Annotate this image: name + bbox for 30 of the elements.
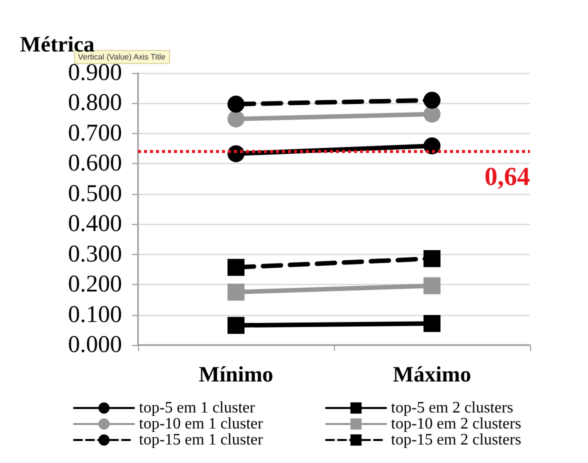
legend-label: top-10 em 1 cluster [139,416,264,432]
point [228,110,244,128]
point [424,277,440,294]
point [228,316,244,334]
ref-line-label: 0,64 [484,162,530,192]
y-tick-label: 0.100 [68,302,122,328]
legend-label: top-15 em 1 cluster [139,432,264,448]
point [424,106,440,123]
y-tick-label: 0.300 [68,241,122,268]
y-tick-label: 0.200 [68,272,122,298]
y-tick-label: 0.600 [68,150,122,177]
y-tick-label: 0.700 [68,120,122,146]
legend-label: top-10 em 2 clusters [391,416,522,432]
y-tick-label: 0.900 [68,60,122,86]
y-tick-label: 0.500 [68,180,122,207]
point [228,96,244,113]
y-tick-label: 0.800 [68,90,122,116]
x-tick-label: Máximo [392,362,472,386]
legend-label: top-15 em 2 clusters [391,432,522,448]
y-tick-label: 0.400 [68,211,122,238]
point [228,284,244,301]
point [424,92,440,109]
x-tick-label: Mínimo [198,362,274,386]
legend-label: top-5 em 1 cluster [139,400,256,416]
y-tick-label: 0.000 [68,332,122,358]
point [424,137,440,154]
legend-label: top-5 em 2 clusters [391,400,514,416]
point [424,250,440,268]
point [228,258,244,276]
point [424,315,440,332]
